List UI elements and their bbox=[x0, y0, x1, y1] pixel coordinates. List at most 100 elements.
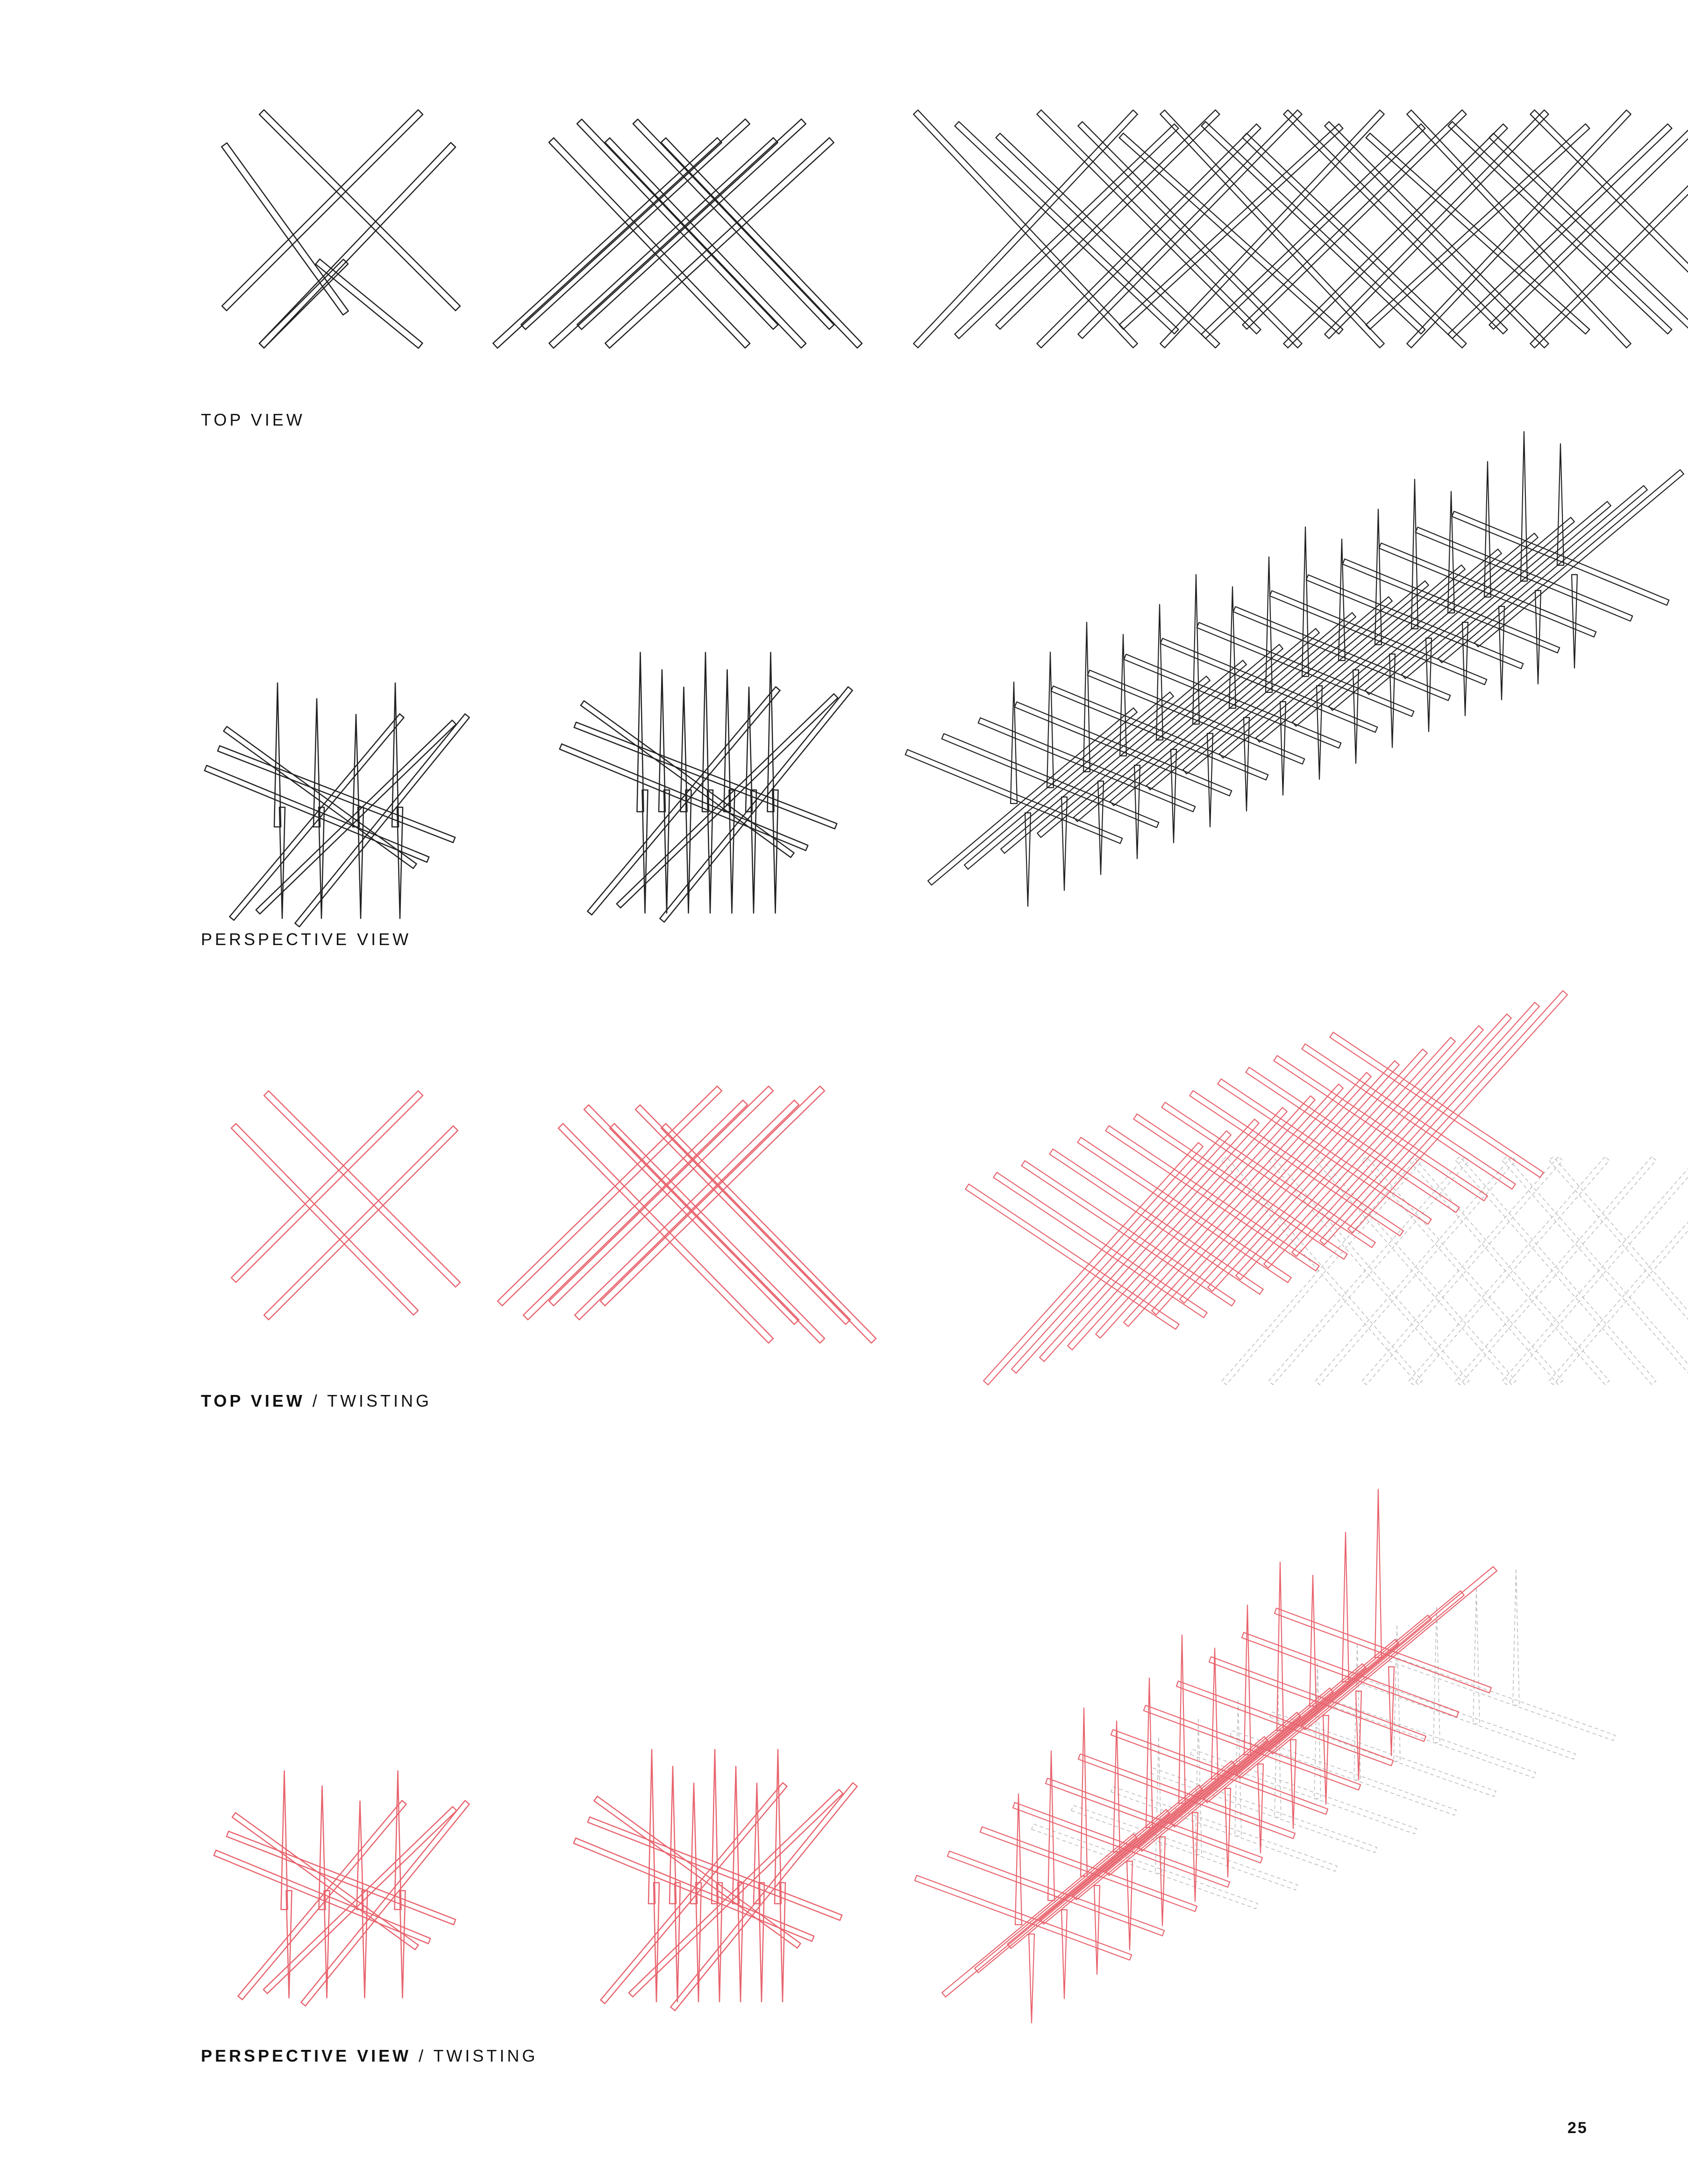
bar-stroke bbox=[1309, 1693, 1536, 1779]
bar-stroke bbox=[1037, 660, 1247, 838]
spike-stroke bbox=[669, 1765, 677, 1905]
bar-stroke bbox=[947, 1850, 1165, 1936]
spike-stroke bbox=[1393, 1625, 1401, 1762]
bar-stroke bbox=[1039, 1118, 1260, 1362]
bar-stroke bbox=[995, 109, 1220, 330]
bar-stroke bbox=[954, 123, 1179, 339]
bar-stroke bbox=[1273, 1055, 1488, 1202]
bar-stroke bbox=[1292, 548, 1502, 727]
bar-stroke bbox=[1201, 123, 1426, 339]
caption-perspective-view-twisting: PERSPECTIVE VIEW / TWISTING bbox=[201, 2046, 538, 2066]
bar-stroke bbox=[616, 693, 839, 909]
spike-stroke bbox=[1112, 1720, 1121, 1853]
bar-stroke bbox=[574, 1099, 800, 1321]
spike-stroke bbox=[1191, 1812, 1199, 1902]
bar-stroke bbox=[1143, 1705, 1361, 1791]
spike-stroke bbox=[641, 789, 648, 914]
bar-stroke bbox=[1031, 1823, 1258, 1909]
bar-stroke bbox=[1077, 121, 1303, 349]
row-top-view-drawings bbox=[221, 109, 1688, 349]
bar-stroke bbox=[1489, 129, 1688, 330]
bar-stroke bbox=[600, 1782, 788, 2005]
spike-stroke bbox=[352, 713, 360, 828]
spike-stroke bbox=[737, 1882, 744, 2003]
bar-stroke bbox=[226, 1830, 456, 1926]
bar-stroke bbox=[1269, 590, 1488, 685]
bar-stroke bbox=[1036, 123, 1261, 349]
perspective-unit-3 bbox=[905, 431, 1684, 907]
spike-stroke bbox=[1341, 1531, 1350, 1683]
spike-stroke bbox=[1010, 681, 1018, 804]
bar-stroke bbox=[1110, 628, 1320, 806]
spike-stroke bbox=[361, 1890, 368, 1999]
bar-stroke bbox=[1451, 511, 1670, 606]
bar-stroke bbox=[258, 109, 461, 312]
row-perspective-view-twisting-drawings bbox=[213, 1488, 1616, 2024]
spike-stroke bbox=[1425, 637, 1432, 733]
bar-stroke bbox=[1378, 542, 1597, 638]
bar-stroke bbox=[229, 713, 405, 921]
spike-stroke bbox=[1461, 621, 1469, 717]
bar-stroke bbox=[954, 121, 1179, 334]
perspective-unit-1 bbox=[204, 682, 470, 928]
bar-stroke bbox=[1014, 701, 1232, 797]
top-view-unit-2 bbox=[492, 118, 863, 349]
spike-stroke bbox=[273, 682, 282, 828]
bar-stroke bbox=[548, 137, 751, 349]
bar-stroke bbox=[1401, 501, 1611, 679]
spike-stroke bbox=[658, 669, 666, 812]
bar-stroke bbox=[548, 137, 778, 349]
bar-stroke bbox=[905, 749, 1123, 844]
bar-stroke bbox=[1349, 1674, 1576, 1760]
bar-stroke bbox=[1196, 622, 1415, 717]
bar-stroke bbox=[1365, 517, 1575, 695]
bar-stroke bbox=[1230, 1730, 1457, 1816]
spike-stroke bbox=[285, 1890, 292, 1999]
bar-stroke bbox=[605, 137, 834, 349]
bar-stroke bbox=[1268, 1590, 1465, 1755]
bar-stroke bbox=[634, 1104, 851, 1325]
bar-stroke bbox=[1219, 580, 1429, 759]
bar-stroke bbox=[1489, 133, 1688, 329]
bar-stroke bbox=[223, 726, 417, 869]
bar-stroke bbox=[1389, 1655, 1616, 1741]
bar-stroke bbox=[1160, 109, 1385, 349]
spike-stroke bbox=[1388, 1666, 1395, 1757]
spike-stroke bbox=[1314, 1663, 1321, 1799]
spike-stroke bbox=[1211, 1647, 1219, 1780]
spike-stroke bbox=[318, 1785, 326, 1910]
spike-stroke bbox=[1483, 461, 1492, 598]
spike-stroke bbox=[1355, 1690, 1362, 1781]
bar-stroke bbox=[1087, 669, 1305, 765]
caption-strong: PERSPECTIVE VIEW bbox=[201, 2046, 412, 2065]
bar-stroke bbox=[1315, 1156, 1517, 1385]
spike-stroke bbox=[1374, 1488, 1382, 1658]
bar-stroke bbox=[609, 1123, 826, 1344]
bar-stroke bbox=[1242, 109, 1467, 330]
bar-stroke bbox=[1283, 109, 1508, 334]
bar-stroke bbox=[1133, 1113, 1348, 1260]
spike-stroke bbox=[1389, 653, 1396, 748]
bar-stroke bbox=[1301, 1043, 1516, 1190]
caption-perspective-view: PERSPECTIVE VIEW bbox=[201, 930, 411, 949]
bar-stroke bbox=[1201, 121, 1426, 334]
bar-stroke bbox=[1438, 485, 1648, 663]
bar-stroke bbox=[1530, 185, 1688, 349]
bar-stroke bbox=[670, 1782, 858, 2012]
bar-stroke bbox=[974, 1809, 1170, 1973]
spike-stroke bbox=[680, 686, 688, 812]
twist-top-unit-3 bbox=[965, 990, 1688, 1386]
caption-text: TWISTING bbox=[433, 2046, 538, 2065]
top-view-unit-3 bbox=[913, 109, 1688, 349]
spike-stroke bbox=[1556, 443, 1565, 566]
spike-stroke bbox=[1159, 1836, 1166, 1927]
bar-stroke bbox=[1072, 1736, 1268, 1900]
bar-stroke bbox=[913, 109, 1138, 349]
spike-stroke bbox=[1353, 1644, 1361, 1780]
bar-stroke bbox=[1408, 1156, 1610, 1385]
bar-stroke bbox=[1291, 1013, 1512, 1257]
bar-stroke bbox=[221, 142, 349, 316]
bar-stroke bbox=[1274, 1608, 1492, 1693]
bar-stroke bbox=[1045, 1778, 1263, 1864]
spike-stroke bbox=[1155, 1737, 1162, 1874]
